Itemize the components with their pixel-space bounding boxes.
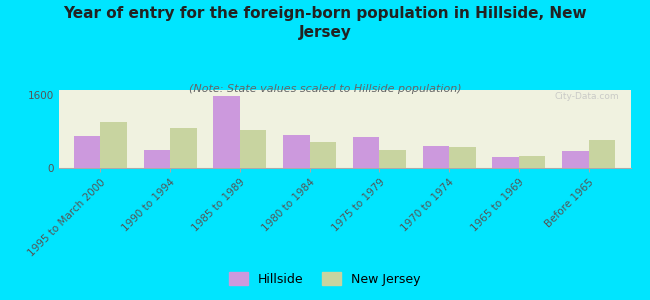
- Bar: [589, 140, 615, 168]
- Bar: [213, 96, 240, 168]
- Text: Year of entry for the foreign-born population in Hillside, New
Jersey: Year of entry for the foreign-born popul…: [63, 6, 587, 40]
- Bar: [170, 128, 196, 168]
- Bar: [422, 146, 449, 168]
- Text: (Note: State values scaled to Hillside population): (Note: State values scaled to Hillside p…: [188, 84, 462, 94]
- Bar: [100, 122, 127, 168]
- Bar: [74, 136, 100, 168]
- Bar: [380, 150, 406, 168]
- Bar: [353, 137, 380, 168]
- Legend: Hillside, New Jersey: Hillside, New Jersey: [224, 267, 426, 291]
- Bar: [283, 135, 309, 168]
- Bar: [144, 150, 170, 168]
- Bar: [449, 147, 476, 168]
- Bar: [309, 142, 336, 168]
- Bar: [562, 152, 589, 168]
- Bar: [493, 158, 519, 168]
- Bar: [240, 130, 266, 168]
- Text: City-Data.com: City-Data.com: [554, 92, 619, 100]
- Bar: [519, 156, 545, 168]
